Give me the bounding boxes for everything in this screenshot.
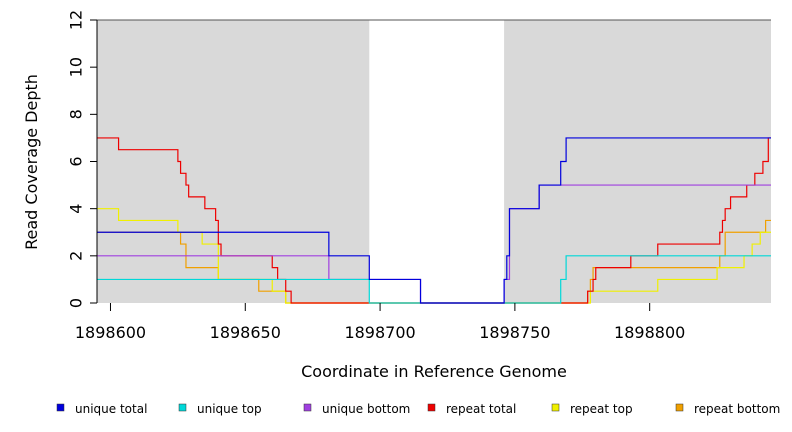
y-axis-ticks: 0 2 4 6 8 10 12 [67, 10, 97, 308]
legend-swatch-unique-bottom [303, 403, 312, 412]
x-axis-title: Coordinate in Reference Genome [301, 362, 567, 381]
legend-label-unique-total: unique total [75, 402, 147, 416]
legend-swatch-repeat-total [427, 403, 436, 412]
x-tick-label: 1898700 [344, 323, 415, 342]
legend: unique total unique top unique bottom repea… [56, 402, 780, 416]
shaded-region-2 [504, 20, 771, 303]
y-tick-label: 12 [67, 10, 86, 30]
x-tick-label: 1898600 [75, 323, 146, 342]
series-line-unique-total [97, 137, 771, 304]
legend-swatch-unique-total [56, 403, 65, 412]
y-tick-label: 10 [67, 57, 86, 77]
y-axis-title: Read Coverage Depth [22, 74, 41, 250]
y-tick-label: 6 [67, 156, 86, 166]
legend-label-unique-bottom: unique bottom [322, 402, 410, 416]
y-tick-label: 4 [67, 204, 86, 214]
x-tick-label: 1898800 [614, 323, 685, 342]
x-axis-ticks: 1898600 1898650 1898700 1898750 1898800 [75, 303, 685, 342]
series-line-unique-top [97, 255, 771, 304]
legend-swatch-repeat-bottom [675, 403, 684, 412]
legend-swatch-unique-top [178, 403, 187, 412]
y-tick-label: 8 [67, 109, 86, 119]
shaded-regions [97, 20, 771, 303]
x-tick-label: 1898750 [479, 323, 550, 342]
y-tick-label: 2 [67, 251, 86, 261]
legend-swatch-repeat-top [551, 403, 560, 412]
x-tick-label: 1898650 [210, 323, 281, 342]
y-tick-label: 0 [67, 298, 86, 308]
series-lines [97, 137, 771, 304]
legend-label-unique-top: unique top [197, 402, 262, 416]
legend-label-repeat-top: repeat top [570, 402, 633, 416]
legend-label-repeat-total: repeat total [446, 402, 516, 416]
legend-label-repeat-bottom: repeat bottom [694, 402, 780, 416]
